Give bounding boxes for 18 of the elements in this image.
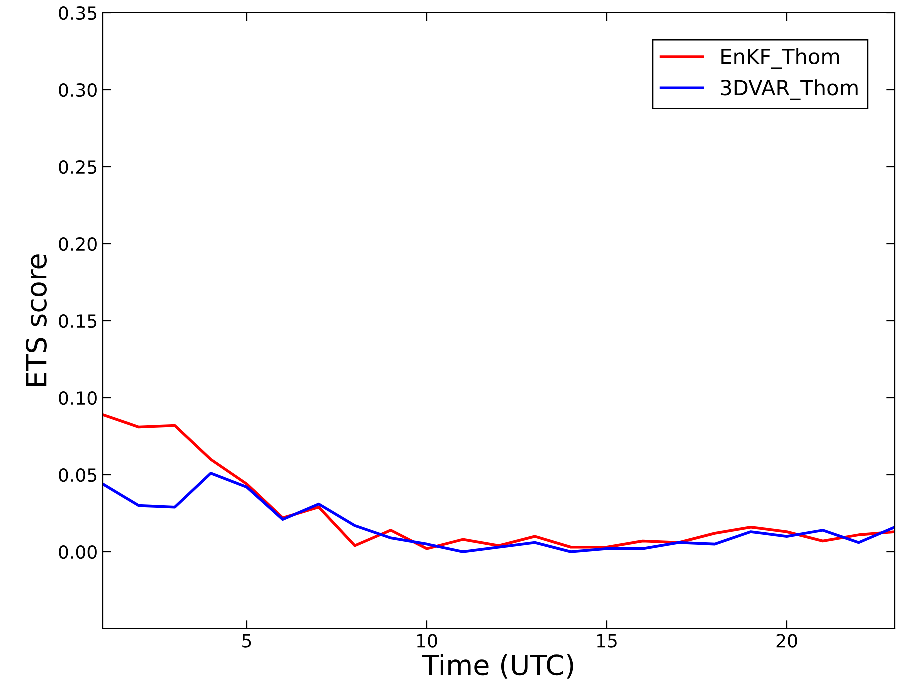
y-tick-label: 0.20 — [59, 237, 97, 252]
x-tick-label: 15 — [597, 634, 617, 648]
x-axis-title: Time (UTC) — [422, 654, 574, 679]
line-series — [103, 472, 895, 554]
x-tick-label: 10 — [417, 634, 438, 648]
legend-label: EnKF_Thom — [722, 48, 840, 70]
y-tick-label: 0.25 — [59, 160, 97, 174]
y-tick-label: 0.10 — [59, 391, 97, 406]
y-tick-label: 0.30 — [59, 83, 97, 98]
y-axis-title: ETS score — [26, 254, 47, 386]
line-series — [103, 414, 895, 550]
y-tick-label: 0.35 — [59, 6, 97, 20]
legend-label: 3DVAR_Thom — [721, 80, 858, 100]
y-tick-label: 0.15 — [59, 314, 97, 328]
x-tick-label: 5 — [242, 634, 252, 648]
y-tick-label: 0.00 — [59, 545, 97, 560]
y-tick-label: 0.05 — [59, 468, 97, 482]
x-tick-label: 20 — [776, 634, 798, 648]
